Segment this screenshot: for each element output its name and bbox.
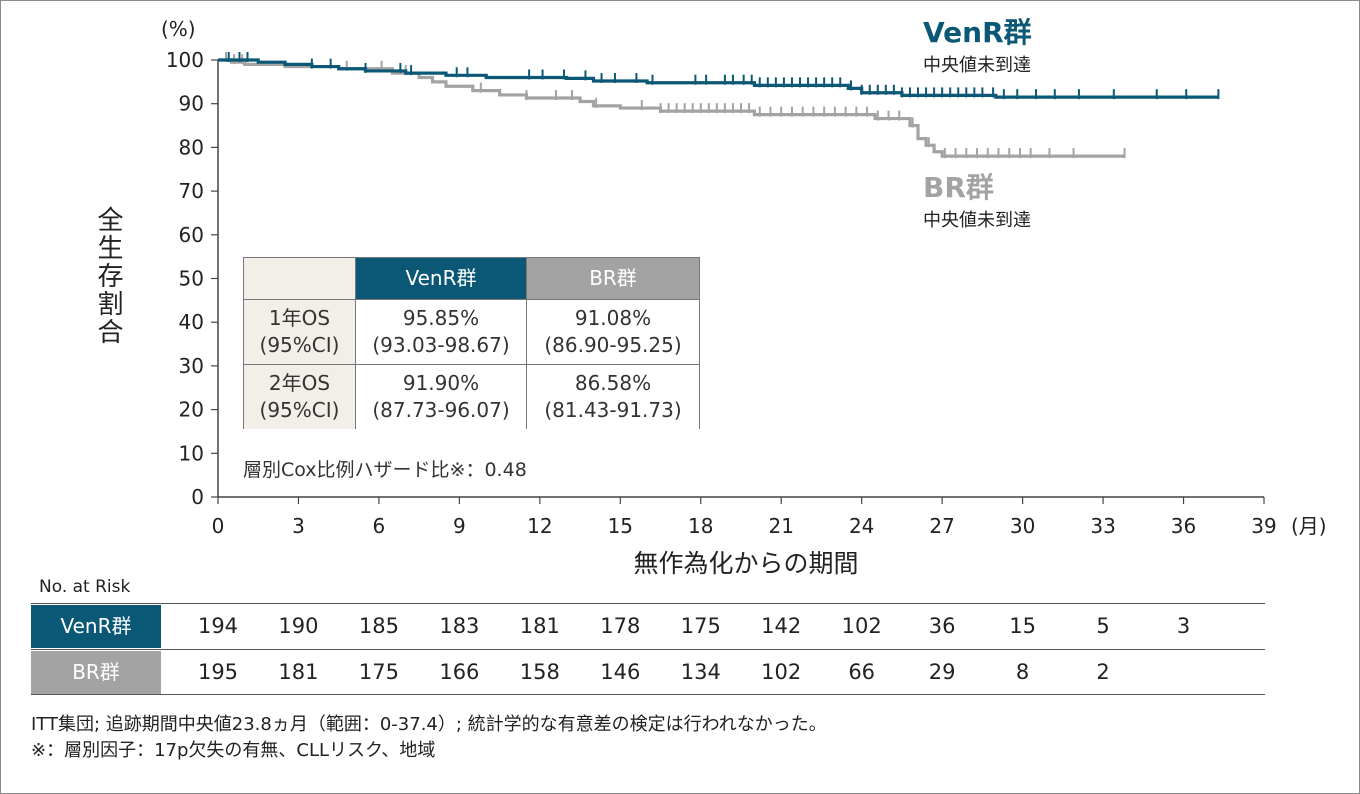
x-tick-label: 9: [453, 514, 466, 538]
x-tick-label: 21: [769, 514, 794, 538]
os-row-label: 1年OS (95%CI): [243, 299, 356, 365]
os-cell-br: 91.08% (86.90-95.25): [526, 299, 700, 365]
x-axis-label: 無作為化からの期間: [633, 549, 859, 578]
os-row-label-main: 1年OS: [268, 306, 331, 330]
risk-count: 194: [197, 614, 239, 638]
y-tick-label: 20: [179, 398, 204, 422]
x-tick-label: 24: [849, 514, 874, 538]
x-tick-label: 12: [527, 514, 552, 538]
x-tick-label: 18: [688, 514, 713, 538]
risk-row-label-br: BR群: [31, 651, 161, 694]
risk-row-label-venr: VenR群: [31, 605, 161, 648]
legend-br-title: BR群: [923, 171, 994, 204]
os-cell-br: 86.58% (81.43-91.73): [526, 364, 700, 429]
risk-table-title: No. at Risk: [39, 577, 131, 597]
os-cell-venr: 95.85% (93.03-98.67): [355, 299, 527, 365]
risk-count: 175: [680, 614, 721, 638]
os-value: 91.08%: [574, 306, 652, 330]
y-tick-label: 100: [166, 48, 204, 72]
risk-count: 102: [761, 660, 802, 684]
y-tick-label: 80: [179, 135, 204, 159]
risk-count: 158: [519, 660, 560, 684]
y-tick-label: 40: [179, 310, 204, 334]
legend-br-median: 中央値未到達: [923, 210, 1031, 231]
x-tick-label: 39: [1251, 514, 1276, 538]
risk-table-top-rule: [31, 603, 1265, 604]
risk-count: 134: [680, 660, 721, 684]
os-ci: (81.43-91.73): [544, 398, 682, 422]
legend-venr-median: 中央値未到達: [923, 55, 1031, 76]
risk-count: 175: [358, 660, 399, 684]
x-tick-label: 36: [1171, 514, 1196, 538]
survival-line-venr: [218, 58, 1219, 99]
risk-count: 5: [1096, 614, 1110, 638]
risk-count: 8: [1015, 660, 1030, 684]
x-tick-label: 30: [1010, 514, 1035, 538]
risk-count: 2: [1096, 660, 1110, 684]
risk-count: 166: [439, 660, 480, 684]
series-venr-curve: [218, 52, 1220, 100]
km-plot: 0 3 6 9 12 15 18 21 24 27 30 33 36 390102030405060708…: [166, 48, 1277, 538]
risk-count: 146: [600, 660, 641, 684]
os-table-header-venr: VenR群: [355, 257, 527, 300]
risk-count: 181: [519, 614, 560, 638]
os-table-row-1yr: 1年OS (95%CI) 95.85% (93.03-98.67) 91.08%…: [243, 299, 700, 365]
risk-table-bottom-rule: [31, 694, 1265, 695]
risk-count: 29: [928, 660, 956, 684]
os-ci: (87.73-96.07): [372, 398, 510, 422]
legend-venr-title: VenR群: [923, 16, 1032, 49]
os-cell-venr: 91.90% (87.73-96.07): [355, 364, 527, 429]
risk-count: 66: [848, 660, 876, 684]
risk-count: 3: [1176, 614, 1191, 638]
risk-table-mid-rule: [31, 649, 1265, 650]
y-axis-label: 全生存割合: [93, 206, 123, 346]
risk-count: 15: [1009, 614, 1036, 638]
y-tick-label: 50: [179, 267, 204, 291]
risk-count: 185: [358, 614, 399, 638]
y-axis-unit: (%): [161, 17, 196, 41]
os-table-row-2yr: 2年OS (95%CI) 91.90% (87.73-96.07) 86.58%…: [243, 364, 700, 429]
risk-count: 102: [841, 614, 882, 638]
risk-count: 183: [439, 614, 480, 638]
os-table-header-br: BR群: [526, 257, 700, 300]
risk-count: 36: [928, 614, 956, 638]
os-row-label: 2年OS (95%CI): [243, 364, 356, 429]
risk-count: 190: [278, 614, 319, 638]
risk-count: 181: [278, 660, 319, 684]
os-value: 86.58%: [574, 371, 652, 395]
footnote-stratification: ※：層別因子：17p欠失の有無、CLLリスク、地域: [31, 740, 436, 761]
os-ci: (86.90-95.25): [544, 333, 682, 357]
os-ci: (93.03-98.67): [372, 333, 510, 357]
y-tick-label: 30: [179, 354, 204, 378]
y-tick-label: 70: [179, 179, 204, 203]
x-axis-unit: (月): [1291, 514, 1327, 538]
y-tick-label: 90: [179, 92, 204, 116]
y-tick-label: 0: [191, 485, 204, 509]
x-tick-label: 6: [373, 514, 386, 538]
risk-count: 178: [600, 614, 641, 638]
os-row-label-ci: (95%CI): [259, 333, 340, 357]
os-table-corner: [243, 257, 356, 300]
os-summary-table: VenR群 BR群 1年OS (95%CI) 95.85% (93.03-98.…: [243, 257, 700, 429]
os-row-label-main: 2年OS: [268, 371, 331, 395]
x-tick-label: 27: [929, 514, 954, 538]
os-value: 95.85%: [402, 306, 480, 330]
risk-count: 142: [761, 614, 802, 638]
x-tick-label: 15: [608, 514, 633, 538]
y-tick-label: 10: [179, 441, 204, 465]
axes: 0 3 6 9 12 15 18 21 24 27 30 33 36 390102030405060708…: [166, 48, 1277, 538]
hazard-ratio-note: 層別Cox比例ハザード比※：0.48: [243, 459, 527, 481]
y-tick-label: 60: [179, 223, 204, 247]
x-tick-label: 33: [1090, 514, 1115, 538]
os-value: 91.90%: [402, 371, 480, 395]
x-tick-label: 0: [212, 514, 225, 538]
x-tick-label: 3: [292, 514, 305, 538]
risk-count: 195: [197, 660, 239, 684]
os-row-label-ci: (95%CI): [259, 398, 340, 422]
footnote-itt: ITT集団; 追跡期間中央値23.8ヵ月（範囲：0-37.4）; 統計学的な有意…: [31, 714, 827, 735]
os-table-header-row: VenR群 BR群: [243, 257, 700, 300]
